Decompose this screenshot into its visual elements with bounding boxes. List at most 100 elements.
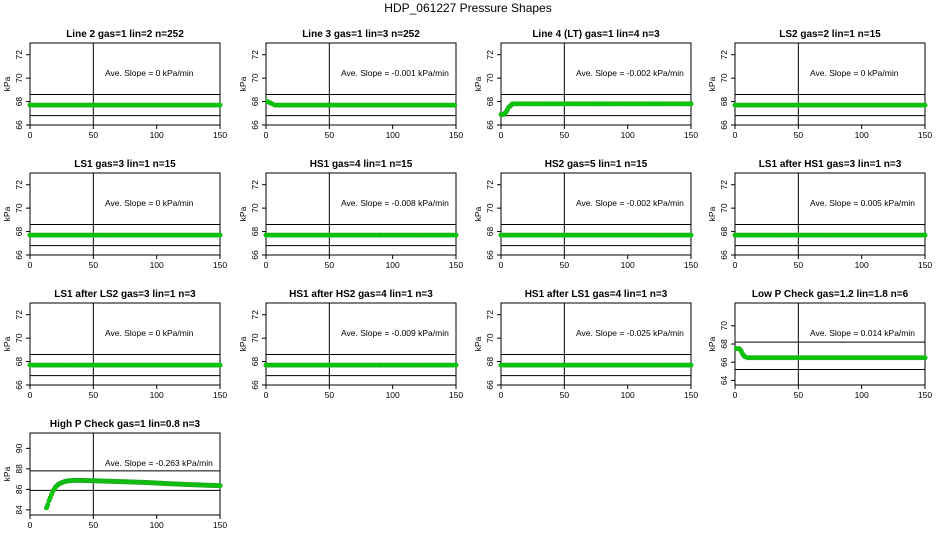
data-points [27, 362, 223, 368]
y-axis-label: kPa [707, 336, 717, 351]
y-tick-label: 68 [485, 97, 495, 107]
panel-title: LS1 gas=3 lin=1 n=15 [74, 159, 176, 170]
plot-frame [265, 302, 457, 386]
x-tick-label: 50 [89, 130, 99, 140]
plot-frame [29, 42, 221, 126]
x-tick-label: 0 [264, 390, 269, 400]
x-tick-label: 100 [386, 260, 400, 270]
x-tick-label: 50 [794, 130, 804, 140]
y-tick-label: 70 [250, 203, 260, 213]
panel-8: LS1 after HS1 gas=3 lin=1 n=3 Ave. Slope … [707, 159, 932, 270]
panel-1: Line 2 gas=1 lin=2 n=252 Ave. Slope = 0 k… [2, 29, 227, 140]
plot-frame [734, 302, 926, 386]
slope-annotation: Ave. Slope = -0.025 kPa/min [576, 328, 684, 338]
plot-frame [500, 172, 692, 256]
plot-frame [500, 302, 692, 386]
panel-title: Low P Check gas=1.2 lin=1.8 n=6 [752, 289, 909, 300]
plot-frame [734, 42, 926, 126]
y-tick-label: 66 [485, 250, 495, 260]
y-tick-label: 68 [250, 227, 260, 237]
y-axis-label: kPa [473, 336, 483, 351]
slope-annotation: Ave. Slope = -0.008 kPa/min [341, 198, 449, 208]
data-point [453, 232, 459, 238]
panel-7: HS2 gas=5 lin=1 n=15 Ave. Slope = -0.002 … [473, 159, 698, 270]
y-tick-label: 64 [719, 375, 729, 385]
data-points [498, 362, 694, 368]
y-tick-label: 72 [719, 180, 729, 190]
y-axis-label: kPa [2, 206, 12, 221]
y-tick-label: 70 [485, 333, 495, 343]
x-tick-label: 0 [733, 130, 738, 140]
y-tick-label: 70 [485, 203, 495, 213]
y-axis-label: kPa [238, 206, 248, 221]
data-point [453, 362, 459, 368]
y-tick-label: 66 [719, 120, 729, 130]
y-tick-label: 70 [719, 321, 729, 331]
y-tick-label: 72 [485, 310, 495, 320]
panel-2: Line 3 gas=1 lin=3 n=252 Ave. Slope = -0.… [238, 29, 463, 140]
y-tick-label: 68 [14, 357, 24, 367]
data-point [217, 102, 223, 108]
panel-10: HS1 after HS2 gas=4 lin=1 n=3 Ave. Slope … [238, 289, 463, 400]
slope-annotation: Ave. Slope = -0.002 kPa/min [576, 198, 684, 208]
y-tick-label: 66 [14, 250, 24, 260]
slope-annotation: Ave. Slope = -0.263 kPa/min [105, 458, 213, 468]
x-tick-label: 50 [560, 390, 570, 400]
x-tick-label: 0 [499, 260, 504, 270]
data-point [452, 102, 458, 108]
slope-annotation: Ave. Slope = -0.001 kPa/min [341, 68, 449, 78]
plot-frame [500, 42, 692, 126]
x-tick-label: 150 [449, 130, 463, 140]
slope-annotation: Ave. Slope = 0 kPa/min [105, 68, 194, 78]
data-point [688, 362, 694, 368]
y-tick-label: 70 [250, 333, 260, 343]
y-tick-label: 70 [14, 203, 24, 213]
y-tick-label: 86 [14, 484, 24, 494]
panel-3: Line 4 (LT) gas=1 lin=4 n=3 Ave. Slope = … [473, 29, 698, 140]
slope-annotation: Ave. Slope = 0.014 kPa/min [810, 328, 915, 338]
y-tick-label: 68 [485, 357, 495, 367]
plot-frame [29, 432, 221, 516]
x-tick-label: 0 [733, 390, 738, 400]
y-tick-label: 66 [14, 120, 24, 130]
data-points [263, 232, 459, 238]
slope-annotation: Ave. Slope = -0.009 kPa/min [341, 328, 449, 338]
panel-13: High P Check gas=1 lin=0.8 n=3 Ave. Slope… [2, 419, 227, 530]
x-tick-label: 150 [213, 520, 227, 530]
x-tick-label: 100 [855, 130, 869, 140]
x-tick-label: 50 [89, 260, 99, 270]
x-tick-label: 150 [449, 390, 463, 400]
x-tick-label: 0 [28, 260, 33, 270]
panel-title: High P Check gas=1 lin=0.8 n=3 [50, 419, 201, 430]
y-tick-label: 72 [14, 50, 24, 60]
y-axis-label: kPa [238, 336, 248, 351]
data-points [43, 477, 223, 511]
data-points [27, 102, 223, 108]
plot-frame [265, 172, 457, 256]
data-points [732, 232, 928, 238]
y-tick-label: 70 [485, 73, 495, 83]
y-tick-label: 70 [719, 203, 729, 213]
y-tick-label: 68 [250, 357, 260, 367]
y-tick-label: 66 [14, 380, 24, 390]
y-tick-label: 66 [485, 380, 495, 390]
slope-annotation: Ave. Slope = 0 kPa/min [105, 328, 194, 338]
x-tick-label: 50 [794, 390, 804, 400]
x-tick-label: 150 [918, 260, 932, 270]
data-point [217, 232, 223, 238]
page-title: HDP_061227 Pressure Shapes [384, 1, 552, 15]
y-axis-label: kPa [473, 206, 483, 221]
y-axis-label: kPa [2, 336, 12, 351]
y-tick-label: 68 [485, 227, 495, 237]
data-points [732, 102, 928, 108]
y-tick-label: 88 [14, 464, 24, 474]
x-tick-label: 0 [733, 260, 738, 270]
x-tick-label: 50 [325, 390, 335, 400]
y-tick-label: 90 [14, 443, 24, 453]
y-tick-label: 68 [250, 97, 260, 107]
y-axis-label: kPa [473, 76, 483, 91]
y-tick-label: 72 [250, 180, 260, 190]
x-tick-label: 100 [855, 390, 869, 400]
data-points [498, 101, 694, 118]
